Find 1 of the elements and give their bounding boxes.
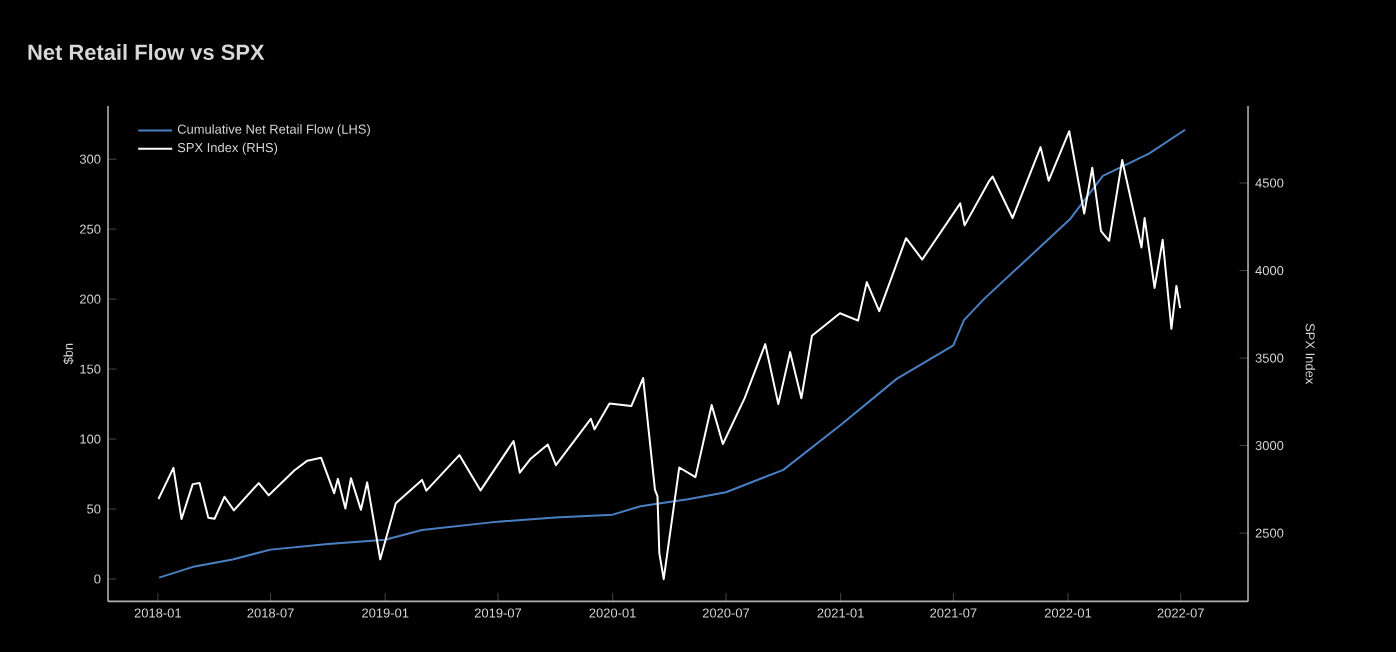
chart-title: Net Retail Flow vs SPX xyxy=(28,43,265,61)
